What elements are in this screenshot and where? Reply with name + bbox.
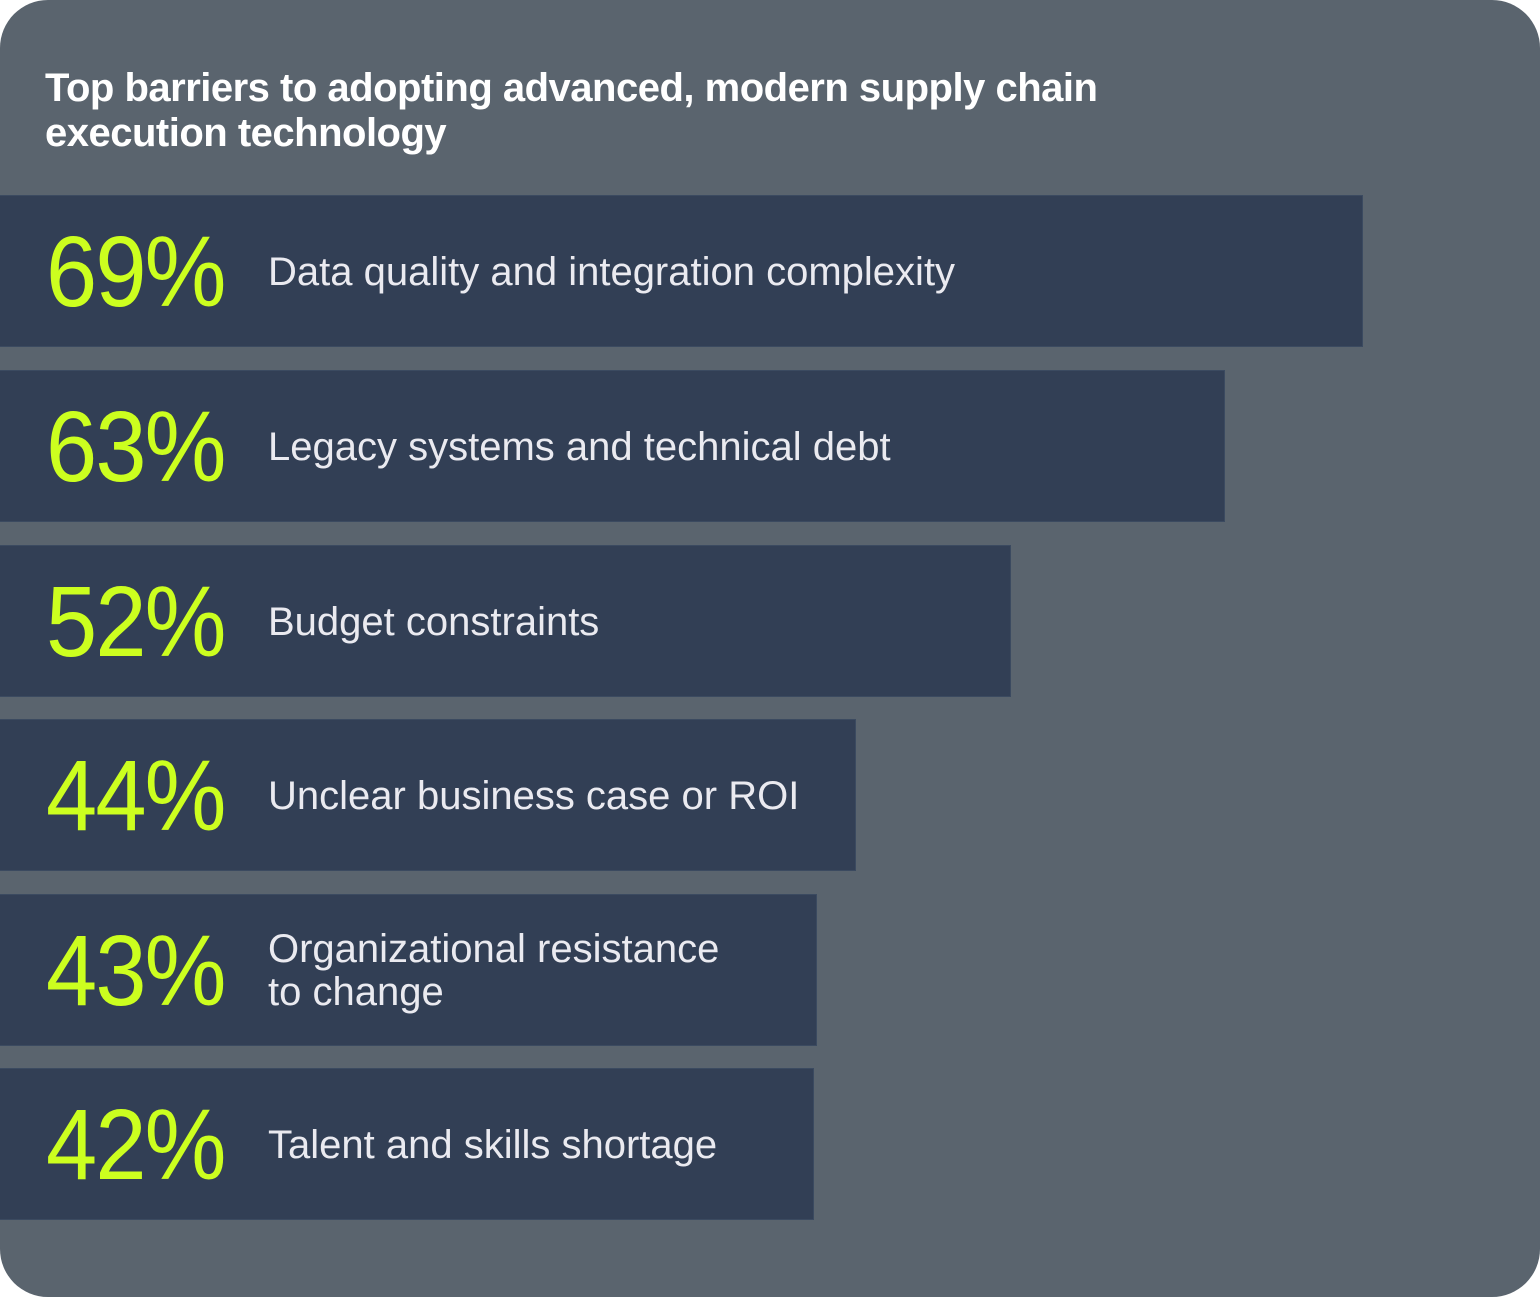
bar-label: Unclear business case or ROI <box>268 773 800 818</box>
chart-title: Top barriers to adopting advanced, moder… <box>45 66 1098 155</box>
bar-unclear-roi: 44% Unclear business case or ROI <box>0 719 856 871</box>
bar-legacy-systems: 63% Legacy systems and technical debt <box>0 370 1225 522</box>
bar-label: Budget constraints <box>268 599 600 644</box>
bar-label: Legacy systems and technical debt <box>268 424 891 469</box>
bar-value: 52% <box>46 565 226 678</box>
bar-value: 43% <box>46 914 226 1027</box>
bar-organizational-resistance: 43% Organizational resistance to change <box>0 894 817 1046</box>
bar-value: 44% <box>46 739 226 852</box>
bar-label: Organizational resistance to change <box>268 927 720 1014</box>
bar-value: 63% <box>46 390 226 503</box>
bar-label: Talent and skills shortage <box>268 1122 718 1167</box>
bar-label: Data quality and integration complexity <box>268 249 956 294</box>
bar-value: 69% <box>46 215 226 328</box>
bar-value: 42% <box>46 1088 226 1201</box>
bar-talent-shortage: 42% Talent and skills shortage <box>0 1068 814 1220</box>
bar-budget-constraints: 52% Budget constraints <box>0 545 1011 697</box>
bar-data-quality: 69% Data quality and integration complex… <box>0 195 1363 347</box>
